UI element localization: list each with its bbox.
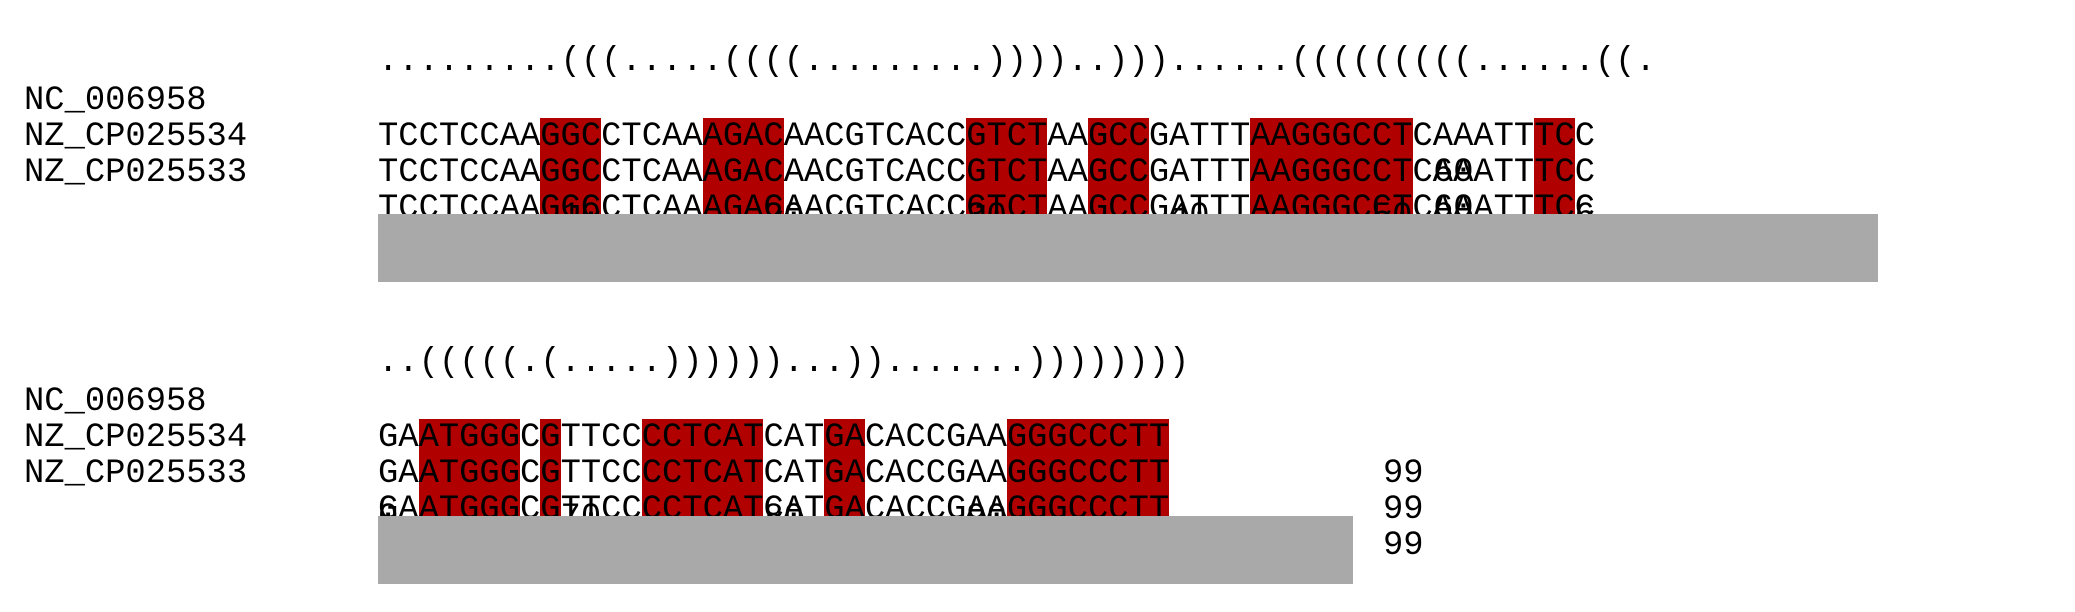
paired-base-highlight: GGC [540,154,602,192]
paired-base-highlight: CCTCAT [641,455,764,493]
paired-base-highlight: TC [1534,154,1575,192]
paired-base-highlight: AGAC [702,118,784,156]
sequence-text: TCCTCCAAGGCCTCAAAGACAACGTCACCGTCTAAGCCGA… [378,118,1596,156]
paired-base-highlight: GGC [540,118,602,156]
paired-base-highlight: GA [824,455,865,493]
paired-base-highlight: AAGGGCCT [1250,118,1413,156]
paired-base-highlight: AAGGGCCT [1250,154,1413,192]
sequence-length: 99 [1383,491,1424,529]
paired-base-highlight: ATGGG [418,419,520,457]
paired-base-highlight: GCC [1087,118,1149,156]
paired-base-highlight: GGGCCCTT [1006,419,1170,457]
structure-line: ..(((((.(.....))))))...)).......)))))))) [378,344,1190,382]
block-1-row-3: NZ_CP025533 TCCTCCAAGGCCTCAAAGACAACGTCAC… [0,119,1595,263]
sequence-length: 99 [1383,455,1424,493]
paired-base-highlight: TC [1534,118,1575,156]
conservation-bar [378,516,1353,584]
sequence-name: NZ_CP025534 [24,419,248,457]
block-2-row-2: NZ_CP025534 GAATGGGCGTTCCCCTCATCATGACACC… [0,384,1424,528]
conservation-bar [378,214,1878,282]
sequence-name: NC_006958 [24,383,207,421]
block-2-structure: ..(((((.(.....))))))...)).......)))))))) [0,309,1189,381]
block-1-ruler: .........10........20........30........4… [0,163,1595,235]
block-2-row-3: NZ_CP025533 GAATGGGCGTTCCCCTCATCATGACACC… [0,420,1424,564]
structure-line: .........(((.....((((.........))))..))).… [378,43,1656,81]
block-2-row-1: NC_006958 GAATGGGCGTTCCCCTCATCATGACACCGA… [0,348,1424,492]
sequence-name: NZ_CP025534 [24,118,248,156]
sequence-name: NZ_CP025533 [24,455,248,493]
block-1-row-1: NC_006958 TCCTCCAAGGCCTCAAAGACAACGTCACCG… [0,47,1595,191]
sequence-text: TCCTCCAAGGCCTCAAAGACAACGTCACCGTCTAAGCCGA… [378,154,1596,192]
sequence-name: NC_006958 [24,82,207,120]
paired-base-highlight: GTCT [966,118,1048,156]
paired-base-highlight: GGGCCCTT [1006,455,1170,493]
paired-base-highlight: ATGGG [418,455,520,493]
sequence-text: GAATGGGCGTTCCCCTCATCATGACACCGAAGGGCCCTT [378,419,1170,457]
paired-base-highlight: G [540,455,561,493]
paired-base-highlight: GTCT [966,154,1048,192]
sequence-name: NZ_CP025533 [24,154,248,192]
sequence-text: GAATGGGCGTTCCCCTCATCATGACACCGAAGGGCCCTT [378,455,1170,493]
paired-base-highlight: AGAC [702,154,784,192]
block-1-row-2: NZ_CP025534 TCCTCCAAGGCCTCAAAGACAACGTCAC… [0,83,1595,227]
sequence-length: 60 [1433,154,1474,192]
block-1-structure: .........(((.....((((.........))))..))).… [0,8,1656,80]
sequence-length: 99 [1383,527,1424,565]
block-2-ruler: 0........70........80........90........ [0,464,1169,536]
paired-base-highlight: CCTCAT [641,419,764,457]
paired-base-highlight: GCC [1087,154,1149,192]
paired-base-highlight: GA [824,419,865,457]
paired-base-highlight: G [540,419,561,457]
